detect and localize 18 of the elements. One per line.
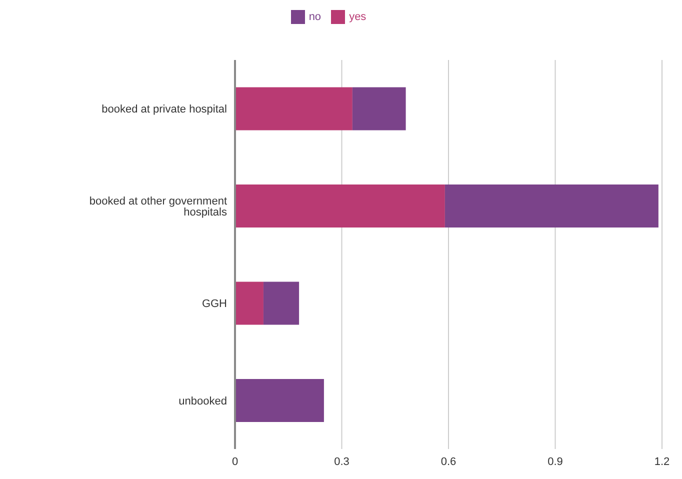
x-tick-label: 0.9 xyxy=(548,456,563,468)
bar xyxy=(235,87,352,130)
y-tick-label: unbooked xyxy=(178,395,227,408)
y-tick-label: booked at other government hospitals xyxy=(89,195,228,218)
bar xyxy=(263,282,300,325)
bar xyxy=(235,378,324,422)
x-tick-label: 0.6 xyxy=(440,456,456,468)
bar xyxy=(235,184,445,228)
bar xyxy=(235,282,264,325)
legend-label: no xyxy=(308,10,322,23)
legend-label: yes xyxy=(349,10,366,23)
x-tick-label: 0.3 xyxy=(334,456,350,468)
x-tick-label: 0 xyxy=(232,456,238,468)
bar xyxy=(352,87,406,130)
y-tick-label: booked at private hospital xyxy=(102,104,227,116)
y-tick-label: GGH xyxy=(202,298,228,310)
bar xyxy=(444,184,658,228)
x-tick-label: 1.2 xyxy=(654,456,670,468)
